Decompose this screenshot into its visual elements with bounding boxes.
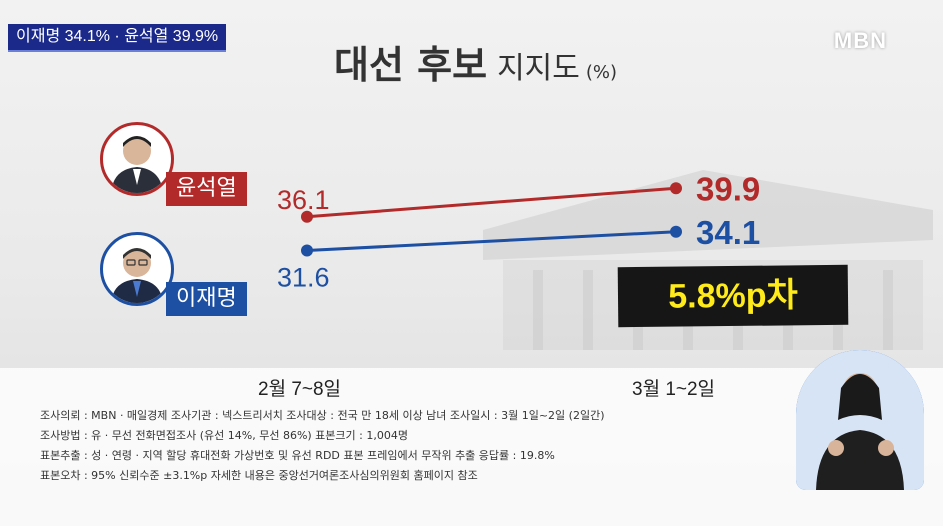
ticker-banner: 이재명 34.1% · 윤석열 39.9% [8,24,227,52]
title-main: 대선 후보 [334,43,488,87]
sign-language-interpreter [796,350,924,490]
survey-note-4: 표본오차 : 95% 신뢰수준 ±3.1%p 자세한 내용은 중앙선거여론조사심… [40,469,478,482]
page-title: 대선 후보 지지도 (%) [334,34,617,89]
gap-annotation: 5.8%p차 [617,264,849,328]
data-point-1-0 [301,244,313,257]
data-point-1-1 [670,225,682,238]
data-point-0-1 [670,182,682,195]
data-label-1-1: 34.1 [696,214,760,251]
x-tick-2: 3월 1~2일 [632,379,716,400]
survey-note-1: 조사의뢰 : MBN · 매일경제 조사기관 : 넥스트리서치 조사대상 : 전… [40,409,605,422]
x-tick-1: 2월 7~8일 [258,379,342,400]
yoon-avatar [100,122,174,196]
mbn-logo: MBN [833,28,887,53]
yoon-name-tag: 윤석열 [166,172,247,206]
series-line-0 [306,186,677,219]
footer-panel [0,368,943,526]
data-label-0-1: 39.9 [696,170,760,207]
data-label-0-0: 36.1 [277,185,330,215]
survey-note-3: 표본추출 : 성 · 연령 · 지역 할당 휴대전화 가상번호 및 유선 RDD… [40,449,555,462]
lee-avatar [100,232,174,306]
title-unit: (%) [585,62,618,83]
data-label-1-0: 31.6 [277,263,330,293]
lee-name-tag: 이재명 [166,282,247,316]
survey-note-2: 조사방법 : 유 · 무선 전화면접조사 (유선 14%, 무선 86%) 표본… [40,429,408,442]
title-sub: 지지도 [497,51,580,86]
series-line-1 [306,230,677,252]
data-point-0-0 [301,210,313,223]
